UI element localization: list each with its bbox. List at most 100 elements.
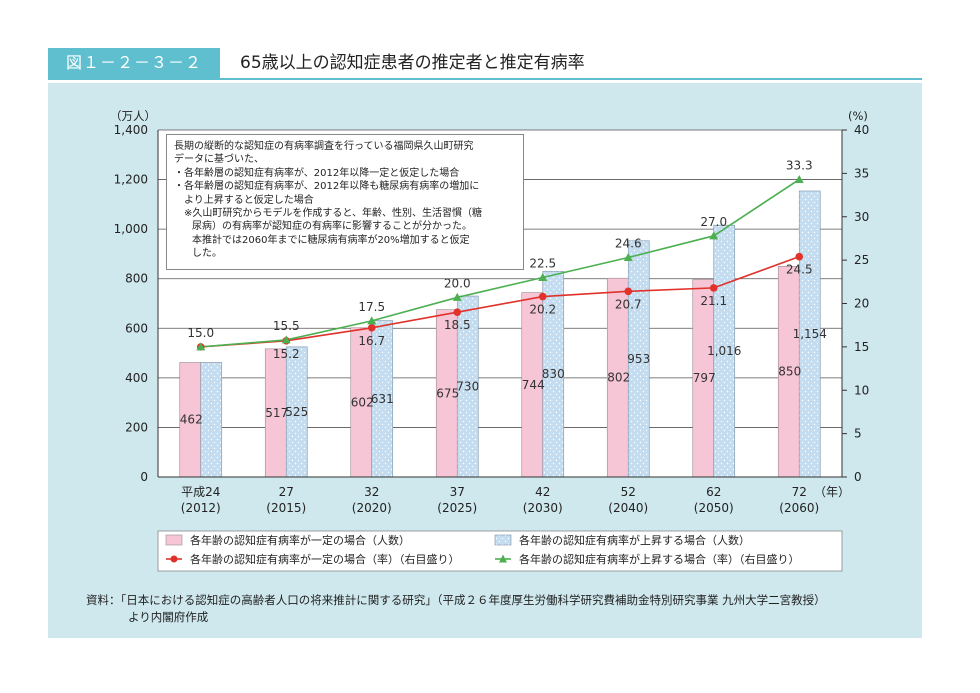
point-rising-rate (794, 174, 804, 183)
point-constant-rate (795, 252, 804, 261)
x-tick-label: (2030) (523, 501, 563, 515)
left-tick-label: 200 (125, 420, 148, 434)
line-value-label: 17.5 (358, 300, 385, 314)
right-tick-label: 20 (854, 297, 869, 311)
figure-title: 65歳以上の認知症患者の推定者と推定有病率 (240, 53, 585, 73)
bar-value-label: 517 (265, 406, 288, 420)
note-line: ・各年齢層の認知症有病率が、2012年以降も糖尿病有病率の増加に (174, 181, 480, 193)
x-tick-label: (2060) (779, 501, 819, 515)
point-rising-rate (281, 335, 291, 344)
line-value-label: 15.5 (273, 319, 300, 333)
note-line: データに基づいた、 (174, 154, 264, 166)
point-constant-rate (709, 284, 718, 292)
x-tick-label: 42 (535, 485, 550, 499)
x-tick-label: 平成24 (181, 485, 220, 499)
right-tick-label: 0 (854, 470, 862, 484)
note-line: ・各年齢層の認知症有病率が、2012年以降一定と仮定した場合 (174, 167, 460, 179)
x-tick-label: 37 (450, 485, 465, 499)
source-line-1: 資料：「日本における認知症の高齢者人口の将来推計に関する研究」（平成２６年度厚生… (86, 593, 826, 607)
line-value-label: 24.6 (615, 237, 642, 251)
source-note: 資料：「日本における認知症の高齢者人口の将来推計に関する研究」（平成２６年度厚生… (86, 592, 826, 626)
right-axis-unit: (%) (848, 109, 868, 123)
x-tick-label: 72 (792, 485, 807, 499)
legend-label: 各年齢の認知症有病率が一定の場合（率）（右目盛り） (190, 552, 460, 566)
line-value-label: 24.5 (786, 263, 813, 277)
line-value-label: 15.2 (273, 347, 300, 361)
legend-marker-rising-rate (499, 554, 507, 563)
right-tick-label: 25 (854, 253, 869, 267)
title-underline (48, 78, 922, 80)
point-constant-rate (453, 308, 462, 316)
legend-label: 各年齢の認知症有病率が一定の場合（人数） (190, 533, 410, 547)
left-tick-label: 400 (125, 371, 148, 385)
bar-value-label: 830 (542, 367, 565, 381)
left-tick-label: 600 (125, 321, 148, 335)
bar-value-label: 525 (285, 405, 308, 419)
note-box: 長期の縦断的な認知症の有病率調査を行っている福岡県久山町研究 データに基づいた、… (166, 134, 524, 270)
line-rising-rate (200, 178, 800, 348)
bar-value-label: 744 (522, 378, 545, 392)
right-tick-label: 35 (854, 166, 869, 180)
line-value-label: 16.7 (358, 334, 385, 348)
left-axis-unit: （万人） (110, 109, 156, 123)
point-rising-rate (367, 316, 377, 325)
bar-value-label: 602 (351, 395, 374, 409)
x-axis-unit: （年） (814, 485, 850, 499)
right-tick-label: 30 (854, 210, 869, 224)
point-rising-rate (452, 292, 462, 301)
note-line: ※久山町研究からモデルを作成すると、年齢、性別、生活習慣（糖 (184, 208, 482, 220)
line-value-label: 21.1 (700, 294, 727, 308)
point-rising-rate (196, 342, 206, 351)
bar-value-label: 797 (693, 371, 716, 385)
x-tick-label: 32 (364, 485, 379, 499)
left-tick-label: 0 (140, 470, 148, 484)
bar-rising-count (200, 362, 223, 478)
line-value-label: 15.0 (187, 326, 214, 340)
bar-value-label: 462 (180, 413, 203, 427)
bar-value-label: 675 (436, 386, 459, 400)
bar-value-label: 631 (371, 392, 394, 406)
legend-label: 各年齢の認知症有病率が上昇する場合（人数） (519, 533, 750, 547)
line-value-label: 20.0 (444, 276, 471, 290)
note-line: 尿病）の有病率が認知症の有病率に影響することが分かった。 (192, 221, 472, 233)
right-tick-label: 15 (854, 340, 869, 354)
point-rising-rate (623, 253, 633, 262)
bar-value-label: 850 (778, 365, 801, 379)
bar-value-label: 730 (456, 380, 479, 394)
x-tick-label: (2020) (352, 501, 392, 515)
line-constant-rate (200, 255, 800, 348)
line-value-label: 20.2 (529, 303, 556, 317)
bar-value-label: 953 (627, 352, 650, 366)
x-tick-label: (2012) (181, 501, 221, 515)
legend-swatch-constant-count (165, 534, 183, 546)
source-line-2: より内閣府作成 (128, 610, 209, 624)
point-constant-rate (538, 292, 547, 301)
note-line: 本推計では2060年までに糖尿病有病率が20%増加すると仮定 (192, 234, 470, 246)
line-value-label: 27.0 (700, 215, 727, 229)
point-rising-rate (709, 231, 719, 240)
left-tick-label: 800 (125, 272, 148, 286)
note-line: より上昇すると仮定した場合 (184, 194, 314, 206)
note-line: 長期の縦断的な認知症の有病率調査を行っている福岡県久山町研究 (174, 141, 474, 152)
line-value-label: 20.7 (615, 297, 642, 311)
x-tick-label: (2025) (437, 501, 477, 515)
x-tick-label: (2040) (608, 501, 648, 515)
left-tick-label: 1,000 (114, 222, 148, 236)
bar-value-label: 802 (607, 371, 630, 385)
right-tick-label: 40 (854, 123, 869, 137)
figure-number: 図１－２－３－２ (48, 48, 220, 78)
point-constant-rate (367, 323, 376, 332)
legend-marker-constant-rate (170, 555, 178, 563)
left-tick-label: 1,400 (114, 123, 148, 137)
line-value-label: 22.5 (529, 256, 556, 270)
x-tick-label: 27 (279, 485, 294, 499)
right-tick-label: 5 (854, 427, 862, 441)
line-value-label: 18.5 (444, 318, 471, 332)
x-tick-label: (2050) (694, 501, 734, 515)
legend-label: 各年齢の認知症有病率が上昇する場合（率）（右目盛り） (519, 552, 800, 566)
left-tick-label: 1,200 (114, 173, 148, 187)
bar-value-label: 1,154 (793, 327, 827, 341)
note-line: した。 (192, 248, 222, 260)
bar-value-label: 1,016 (707, 344, 741, 358)
